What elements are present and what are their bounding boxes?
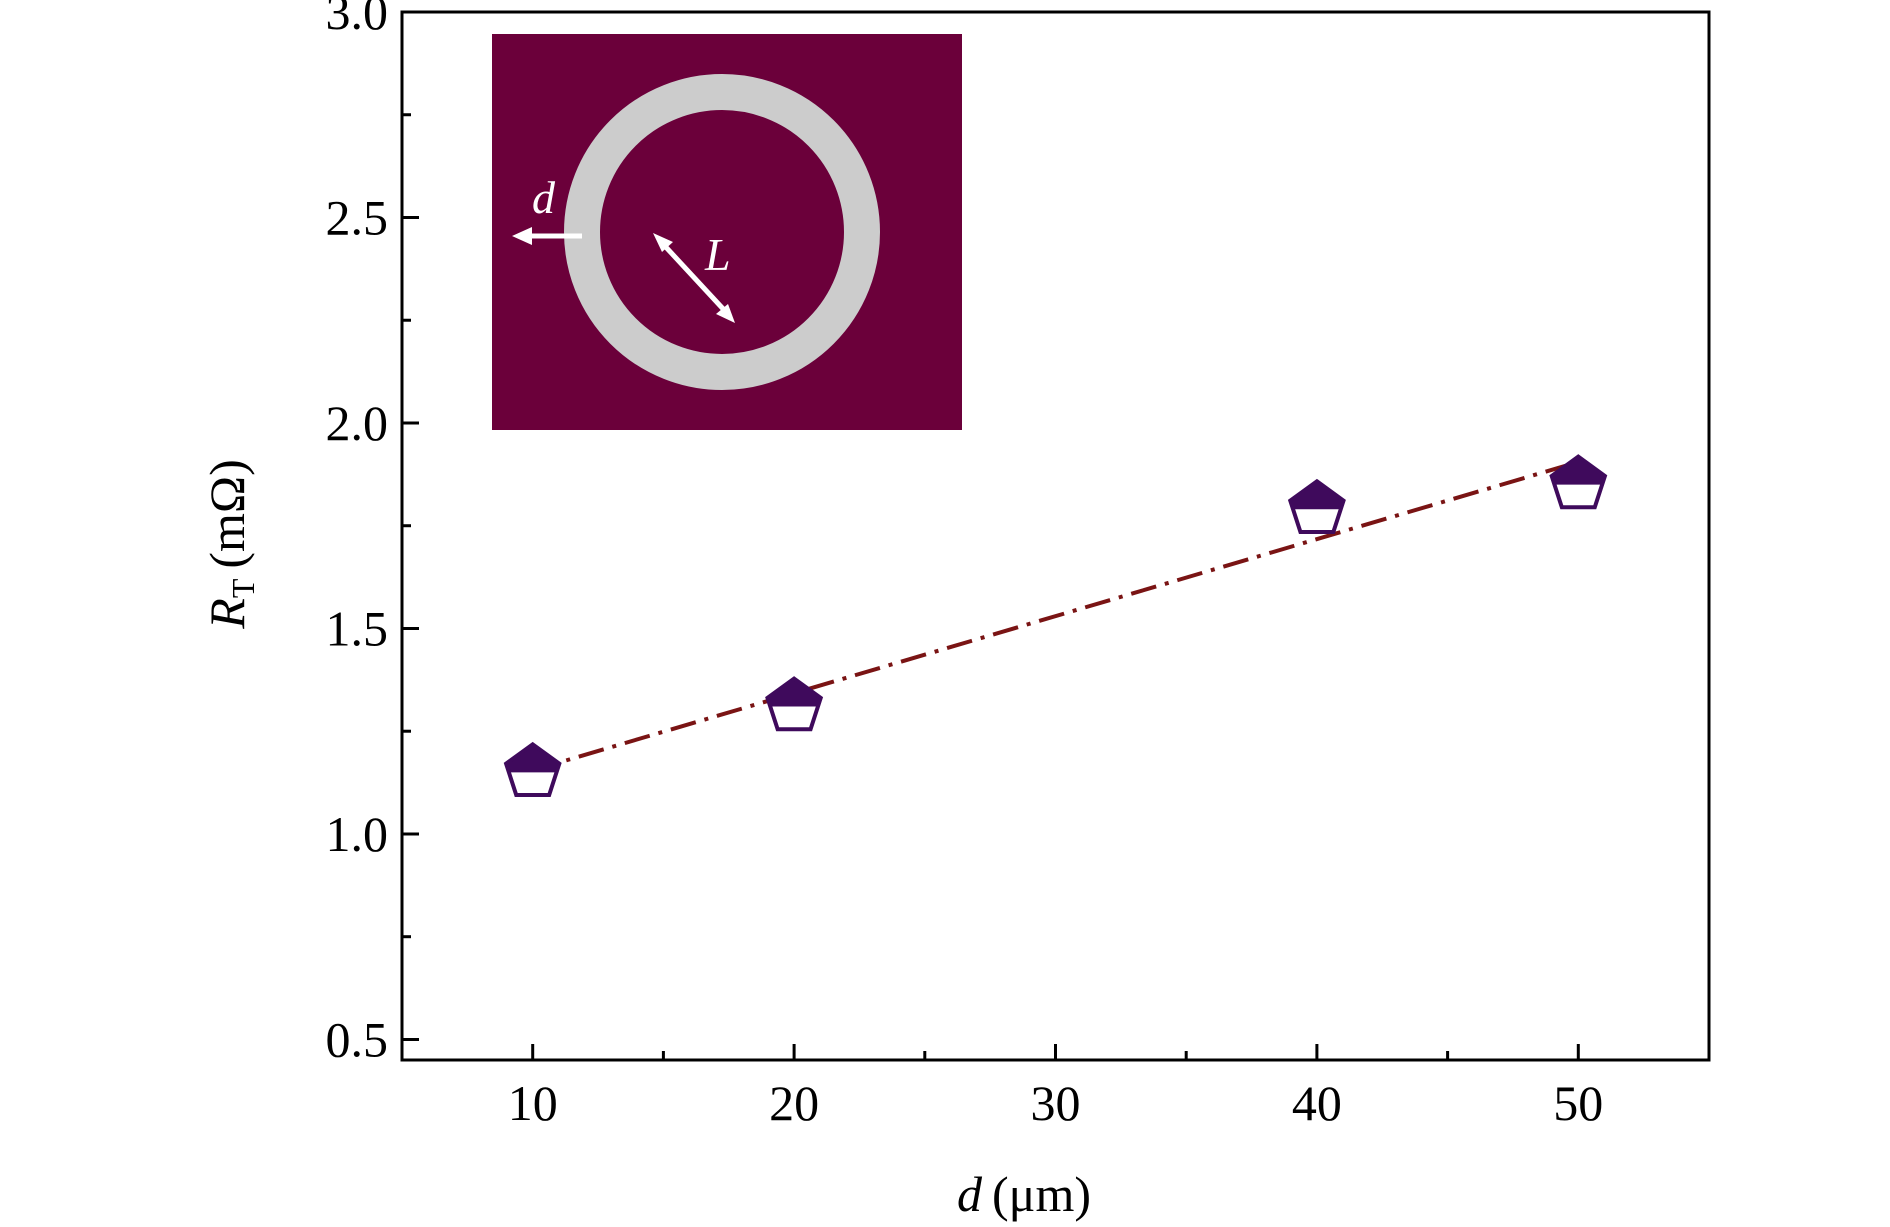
y-tick-label: 1.5 — [326, 600, 389, 656]
marker-outline — [1287, 478, 1346, 534]
fit-line-series — [532, 460, 1579, 773]
x-tick-label: 40 — [1292, 1075, 1342, 1131]
x-tick-label: 50 — [1553, 1075, 1603, 1131]
x-axis-variable: d — [957, 1166, 983, 1222]
data-point — [765, 676, 824, 732]
y-axis-unit: (mΩ) — [199, 459, 255, 568]
y-axis-title: RT (mΩ) — [199, 459, 261, 629]
y-axis-subscript: T — [225, 578, 261, 598]
marker-fill — [1551, 456, 1605, 485]
axis-ticks — [402, 10, 1580, 1060]
inset-label-d: d — [532, 172, 556, 223]
y-tick-label: 1.0 — [326, 806, 389, 862]
y-tick-label: 2.5 — [326, 189, 389, 245]
x-tick-label: 30 — [1031, 1075, 1081, 1131]
inset-label-L: L — [704, 229, 731, 280]
fit-line — [532, 460, 1579, 773]
y-tick-label: 2.0 — [326, 395, 389, 451]
inset-ring — [564, 74, 880, 390]
y-axis-variable: R — [199, 598, 255, 630]
inset-schematic: d L — [492, 34, 962, 430]
data-point — [1287, 478, 1346, 534]
x-tick-label: 10 — [508, 1075, 558, 1131]
y-tick-label: 0.5 — [326, 1011, 389, 1067]
inset-L-arrowhead-top — [653, 233, 673, 252]
data-point — [1549, 454, 1608, 510]
inset-L-arrowhead-bottom — [716, 304, 735, 323]
tick-labels: 10 20 30 40 50 0.5 1.0 1.5 2.0 2.5 3.0 — [326, 0, 1604, 1131]
y-tick-label: 3.0 — [326, 0, 389, 40]
marker-fill — [767, 678, 821, 707]
data-point — [503, 741, 562, 797]
marker-outline — [765, 676, 824, 732]
inset-d-arrowhead — [512, 227, 532, 245]
inset-L-arrow — [661, 242, 728, 314]
marker-fill — [506, 744, 560, 773]
marker-outline — [1549, 454, 1608, 510]
marker-outline — [503, 741, 562, 797]
marker-fill — [1290, 481, 1344, 510]
x-axis-unit: (μm) — [992, 1166, 1091, 1222]
data-points — [503, 454, 1608, 797]
x-tick-label: 20 — [769, 1075, 819, 1131]
x-axis-title: d (μm) — [957, 1166, 1091, 1222]
